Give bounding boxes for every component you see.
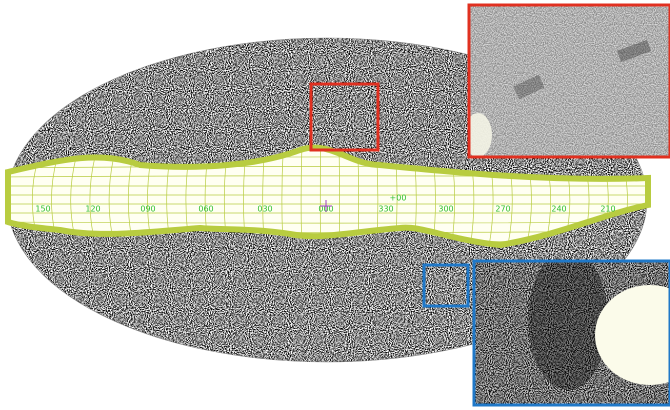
inset-marker-blue xyxy=(422,263,470,308)
longitude-label: 030 xyxy=(257,205,272,214)
meridian xyxy=(300,147,303,245)
longitude-label: 240 xyxy=(551,205,566,214)
grid-labels: 150120090060030000330300270240210+00 xyxy=(35,194,615,214)
inset-marker-red xyxy=(309,82,380,152)
longitude-label: 210 xyxy=(600,205,615,214)
longitude-label: 330 xyxy=(378,205,393,214)
longitude-label: 060 xyxy=(198,205,213,214)
longitude-label: 120 xyxy=(85,205,100,214)
center-marker xyxy=(320,200,332,212)
longitude-label: 090 xyxy=(140,205,155,214)
longitude-label: 270 xyxy=(495,205,510,214)
longitude-label: 300 xyxy=(438,205,453,214)
inset-red xyxy=(469,5,670,157)
longitude-label: 150 xyxy=(35,205,50,214)
inset-blue xyxy=(474,261,670,405)
latitude-label: +00 xyxy=(390,194,407,203)
parallel xyxy=(8,221,648,224)
